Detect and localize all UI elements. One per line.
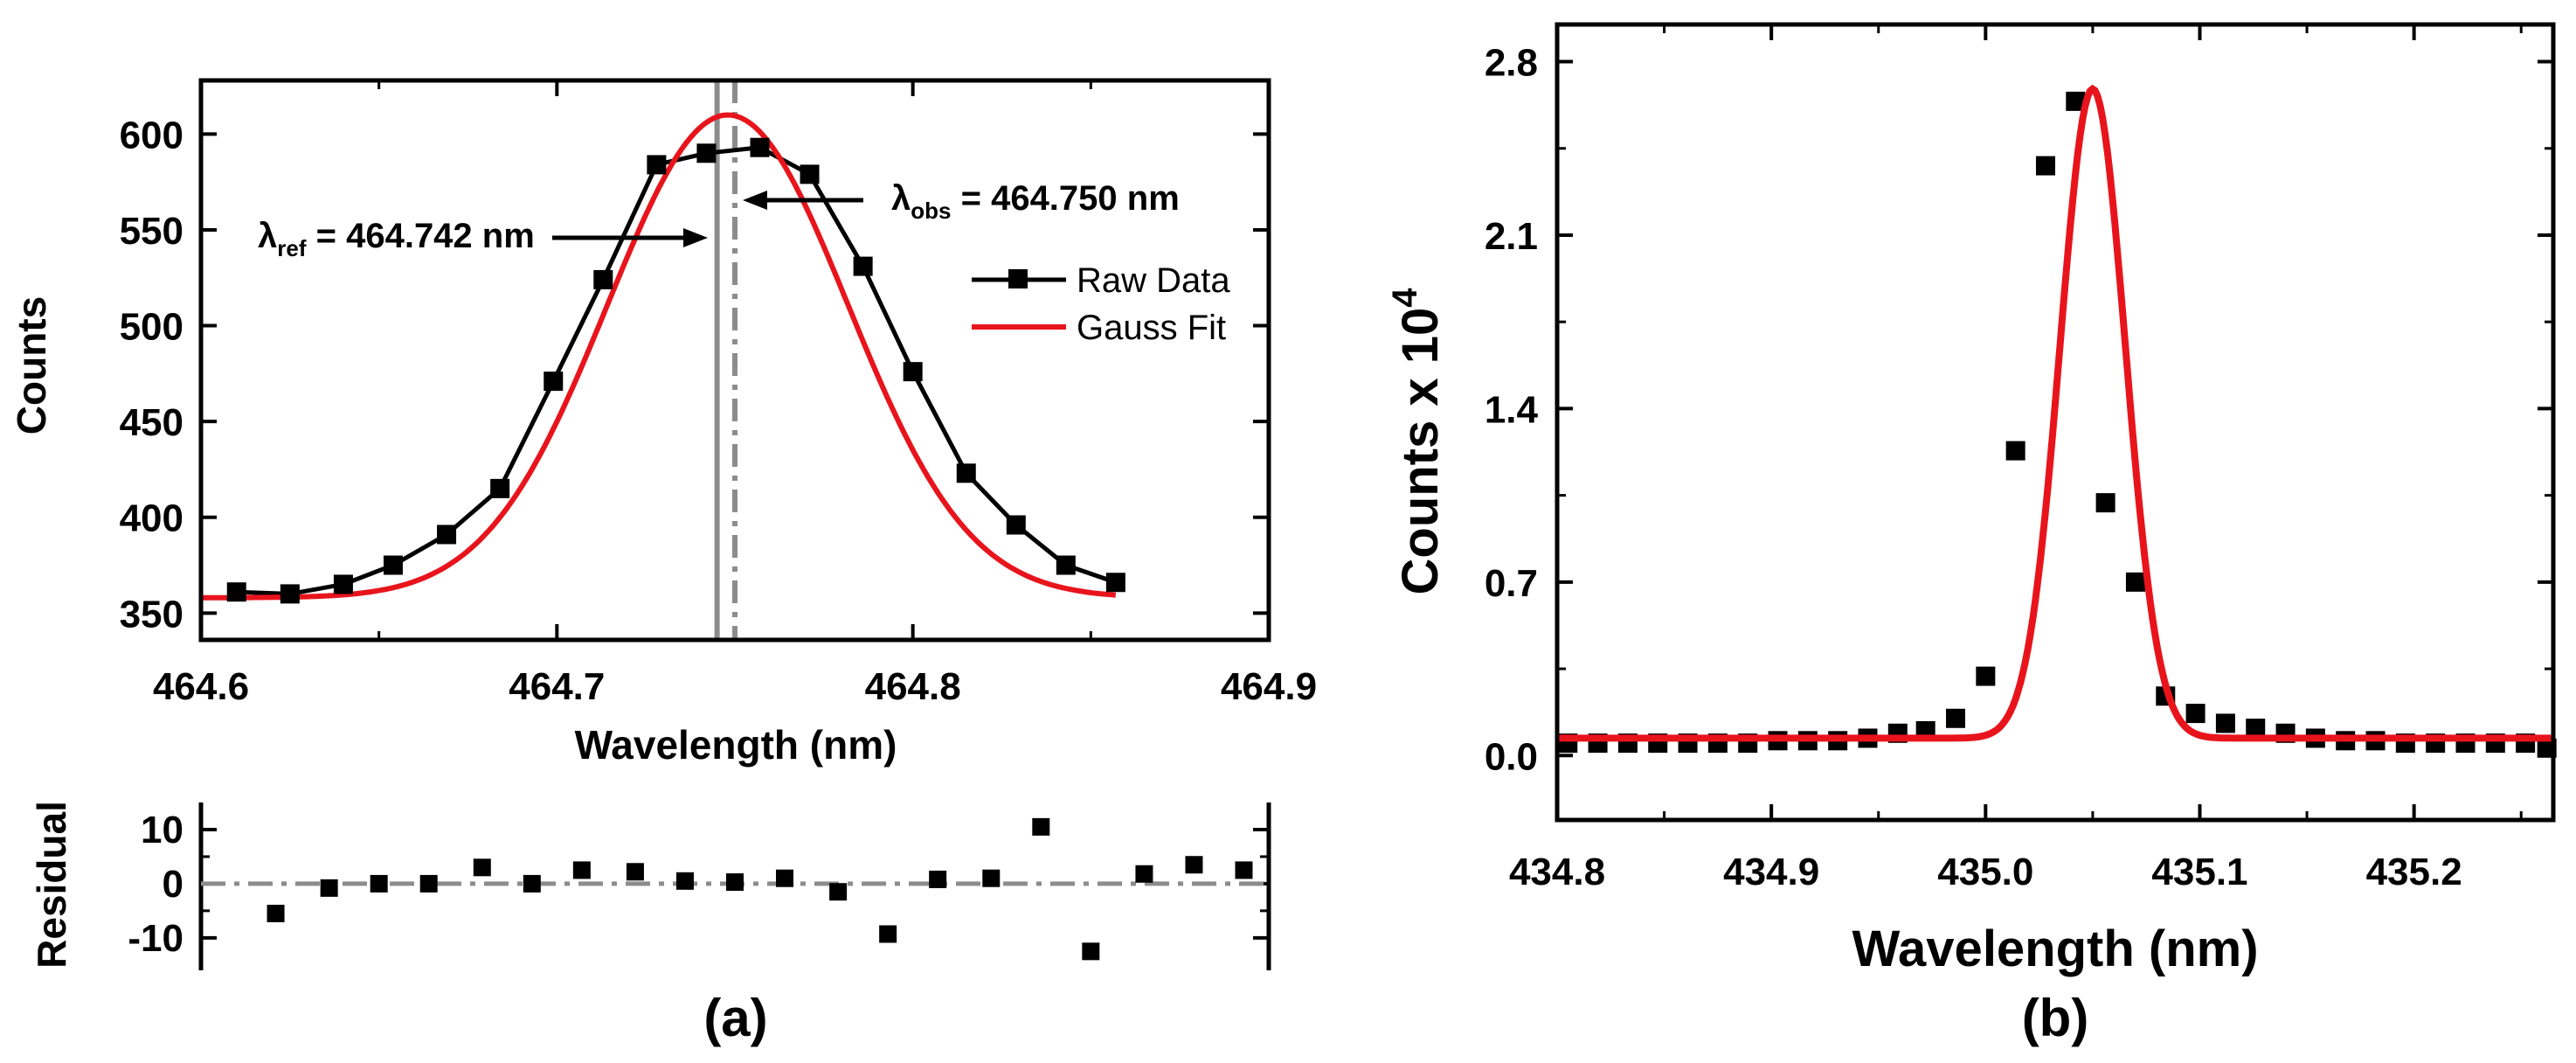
residual-point bbox=[572, 861, 591, 879]
y-tick-label: 600 bbox=[120, 114, 184, 156]
residual-point bbox=[1082, 942, 1100, 961]
annotation-lambda-ref: λref = 464.742 nm bbox=[258, 217, 535, 261]
data-point bbox=[853, 256, 873, 276]
x-tick-label: 434.8 bbox=[1509, 851, 1605, 893]
residual-y-tick-label: 0 bbox=[163, 863, 184, 906]
data-point bbox=[280, 584, 300, 604]
chart-a-main: 464.6 464.7 464.8 464.9 350 400 450 500 550 600 λ… bbox=[9, 78, 1317, 768]
data-point bbox=[226, 582, 246, 602]
residual-point bbox=[320, 879, 338, 897]
legend-raw-marker bbox=[1008, 269, 1028, 288]
chart-b: 434.8 434.9 435.0 435.1 435.2 0.0 0.7 1.4 2.1 2.8… bbox=[1386, 22, 2557, 977]
data-point bbox=[647, 155, 667, 175]
y-tick-label: 0.7 bbox=[1485, 562, 1538, 605]
legend-raw-label: Raw Data bbox=[1077, 261, 1230, 300]
data-point bbox=[593, 269, 613, 289]
chart-b-xlabel: Wavelength (nm) bbox=[1852, 921, 2258, 977]
data-point bbox=[2185, 704, 2206, 724]
data-point bbox=[1105, 573, 1125, 593]
residual-point bbox=[1235, 861, 1253, 879]
y-tick-label: 400 bbox=[120, 497, 184, 540]
annotation-arrowhead-ref bbox=[683, 228, 708, 247]
x-tick-label: 435.1 bbox=[2151, 851, 2247, 893]
x-tick-label: 435.0 bbox=[1937, 851, 2033, 893]
data-point bbox=[2125, 572, 2145, 592]
panel-label-a: (a) bbox=[703, 989, 767, 1047]
residual-point bbox=[1185, 856, 1203, 874]
y-tick-label: 2.1 bbox=[1485, 215, 1538, 258]
residual-point bbox=[523, 874, 541, 893]
y-tick-label: 500 bbox=[120, 306, 184, 349]
x-tick-label: 464.7 bbox=[509, 665, 605, 708]
x-tick-label: 434.9 bbox=[1723, 851, 1819, 893]
residual-point bbox=[829, 883, 848, 901]
residual-y-tick-label: 10 bbox=[141, 809, 184, 851]
data-point bbox=[2035, 156, 2055, 176]
residual-point bbox=[267, 904, 285, 922]
svg-text:λref = 464.742 nm: λref = 464.742 nm bbox=[258, 217, 535, 261]
data-point bbox=[437, 525, 457, 545]
y-tick-label: 550 bbox=[120, 210, 184, 253]
data-point bbox=[544, 372, 564, 392]
plot-frame bbox=[1555, 22, 2556, 823]
chart-a-xlabel: Wavelength (nm) bbox=[575, 722, 897, 768]
residual-point bbox=[675, 872, 694, 890]
legend: Raw Data Gauss Fit bbox=[972, 261, 1230, 347]
data-point bbox=[800, 164, 820, 184]
x-tick-label: 464.8 bbox=[865, 665, 961, 708]
x-tick-label: 435.2 bbox=[2366, 851, 2462, 893]
residual-point bbox=[879, 925, 897, 943]
data-point bbox=[956, 463, 976, 483]
data-point bbox=[2215, 713, 2235, 733]
data-point bbox=[1946, 708, 1965, 728]
residual-y-tick-label: -10 bbox=[128, 917, 184, 960]
x-tick-label: 464.9 bbox=[1221, 665, 1317, 708]
gauss-fit-line bbox=[201, 112, 1117, 601]
chart-a-residual-ylabel: Residual bbox=[29, 801, 74, 969]
data-point bbox=[696, 143, 717, 163]
residual-point bbox=[1032, 817, 1050, 836]
data-point bbox=[903, 362, 923, 382]
plot-frame bbox=[198, 78, 1271, 643]
gauss-fit-line bbox=[1557, 84, 2553, 742]
y-tick-label: 1.4 bbox=[1485, 388, 1539, 431]
data-point bbox=[490, 478, 510, 498]
residual-point bbox=[726, 873, 744, 892]
residual-point bbox=[929, 870, 947, 888]
data-point bbox=[383, 555, 403, 575]
residual-point bbox=[776, 869, 794, 887]
residual-point bbox=[1135, 865, 1153, 883]
panel-label-b: (b) bbox=[2022, 989, 2089, 1047]
y-tick-label: 0.0 bbox=[1485, 735, 1538, 778]
legend-fit-label: Gauss Fit bbox=[1077, 309, 1226, 347]
chart-a-ylabel: Counts bbox=[9, 296, 54, 434]
data-point bbox=[2066, 91, 2086, 111]
y-tick-label: 450 bbox=[120, 401, 184, 444]
residual-point bbox=[419, 874, 438, 893]
data-point bbox=[2246, 719, 2266, 739]
annotation-lambda-obs: λobs = 464.750 nm bbox=[891, 179, 1180, 224]
residual-point bbox=[370, 874, 388, 893]
data-point bbox=[2005, 441, 2025, 461]
chart-a-residual: -10 0 10 Residual bbox=[29, 801, 1271, 970]
y-tick-label: 2.8 bbox=[1485, 42, 1538, 85]
annotation-arrowhead-obs bbox=[743, 191, 767, 210]
data-point bbox=[333, 574, 353, 594]
chart-b-ylabel: Counts x 104 bbox=[1386, 288, 1449, 595]
data-point bbox=[1006, 515, 1026, 535]
residual-point bbox=[473, 858, 491, 877]
residual-point bbox=[626, 863, 644, 881]
data-point bbox=[1976, 666, 1996, 686]
data-point bbox=[1056, 555, 1076, 575]
data-point bbox=[750, 137, 770, 157]
svg-text:λobs = 464.750 nm: λobs = 464.750 nm bbox=[891, 179, 1180, 224]
y-tick-label: 350 bbox=[120, 593, 184, 636]
svg-text:Counts x 104: Counts x 104 bbox=[1386, 288, 1449, 595]
x-tick-label: 464.6 bbox=[153, 665, 249, 708]
data-point bbox=[2095, 493, 2116, 513]
residual-point bbox=[982, 869, 1001, 887]
